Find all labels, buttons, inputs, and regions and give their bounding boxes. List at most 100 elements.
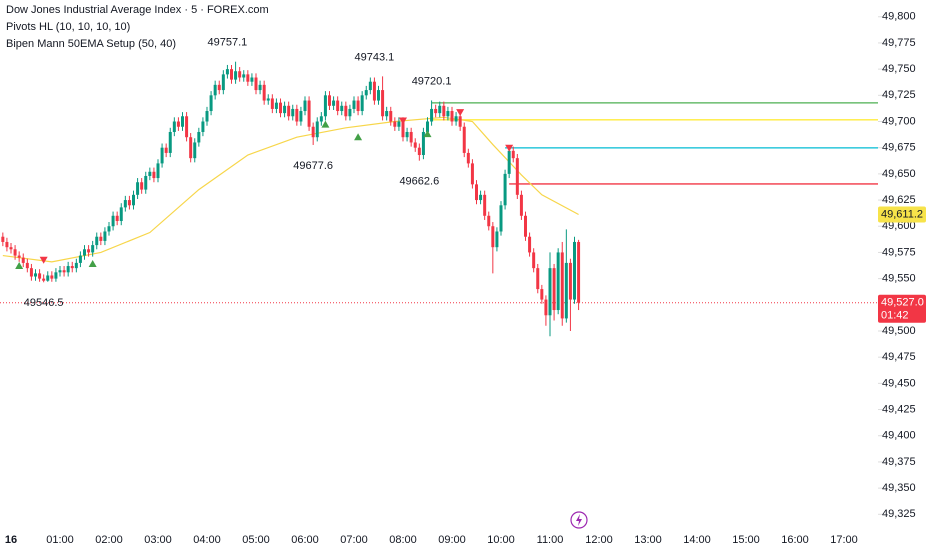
candle-body [246, 74, 250, 82]
candle-body [201, 121, 205, 132]
candle-body [123, 200, 127, 208]
candle-body [466, 152, 470, 164]
y-tick-label: 49,675 [882, 142, 916, 154]
x-tick-label: 10:00 [487, 534, 515, 546]
y-tick-label: 49,325 [882, 508, 916, 520]
y-tick-label: 49,350 [882, 482, 916, 494]
pivot-label: 49757.1 [208, 37, 248, 49]
candle-body [258, 84, 262, 91]
x-tick-label: 12:00 [585, 534, 613, 546]
candle-body [34, 273, 37, 277]
y-tick-label: 49,750 [882, 63, 916, 75]
candle-body [573, 241, 576, 300]
signal-marker [39, 256, 48, 264]
candle-body [446, 111, 450, 117]
candle-body [417, 147, 421, 156]
candle-body [9, 247, 13, 250]
y-tick-label: 49,500 [882, 325, 916, 337]
pivot-label: 49662.6 [399, 176, 439, 188]
candle-body [389, 111, 393, 122]
x-tick-label: 15:00 [732, 534, 760, 546]
candle-body [148, 171, 152, 176]
last-price-label: 49,527.0 [881, 297, 924, 309]
candle-body [140, 182, 144, 190]
x-tick-label: 02:00 [95, 534, 123, 546]
candle-body [205, 111, 209, 122]
candle-body [242, 74, 246, 78]
candle-body [46, 275, 50, 281]
candle-body [507, 150, 511, 174]
candle-body [458, 116, 462, 127]
candle-body [430, 108, 434, 122]
candle-body [127, 200, 131, 206]
candle-body [91, 245, 95, 253]
candle-body [156, 163, 160, 179]
candle-body [544, 299, 548, 316]
candle-body [438, 105, 442, 114]
signal-marker [88, 259, 97, 267]
candle-body [495, 231, 499, 248]
candle-body [185, 116, 189, 138]
candle-body [348, 108, 352, 117]
candle-body [181, 116, 184, 127]
ema-price-label: 49,611.2 [881, 208, 923, 220]
countdown-label: 01:42 [881, 310, 909, 322]
candle-body [409, 131, 413, 143]
candle-body [385, 111, 389, 117]
candle-body [5, 241, 9, 248]
candle-body [344, 105, 348, 117]
candle-body [279, 102, 282, 114]
signal-marker [321, 120, 330, 128]
candle-body [311, 126, 315, 138]
candle-body [540, 289, 544, 300]
candle-body [372, 81, 376, 101]
candle-body [487, 215, 491, 227]
candle-body [340, 105, 344, 112]
candle-body [209, 95, 213, 112]
candle-body [164, 147, 168, 153]
candle-body [21, 257, 25, 263]
x-tick-label: 05:00 [242, 534, 270, 546]
candle-body [168, 131, 172, 153]
signal-marker [423, 130, 432, 138]
ema-line [2, 116, 579, 263]
candle-body [560, 252, 564, 319]
candle-body [225, 69, 229, 75]
signal-marker [354, 133, 363, 141]
candle-body [491, 226, 495, 248]
candle-body [450, 111, 454, 122]
candle-body [95, 236, 99, 246]
candle-body [336, 100, 340, 112]
candle-body [413, 142, 417, 148]
y-tick-label: 49,800 [882, 11, 916, 23]
candle-body [213, 84, 217, 96]
y-tick-label: 49,475 [882, 351, 916, 363]
ema-price-box [878, 206, 926, 223]
candle-body [499, 205, 503, 232]
pivot-label: 49720.1 [412, 75, 452, 87]
candle-body [234, 71, 238, 80]
candle-body [434, 108, 438, 114]
candle-body [405, 131, 409, 138]
indicator-label: Bipen Mann 50EMA Setup (50, 40) [6, 38, 176, 50]
candle-body [221, 74, 225, 91]
candle-body [144, 175, 148, 190]
candle-body [136, 182, 140, 195]
y-tick-label: 49,700 [882, 115, 916, 127]
candle-body [511, 150, 515, 159]
signal-marker [15, 262, 24, 270]
candle-body [307, 100, 311, 127]
candle-body [103, 231, 107, 241]
candle-body [532, 252, 536, 269]
candle-body [421, 131, 425, 156]
candle-body [152, 171, 156, 179]
candle-body [74, 262, 78, 269]
live-icon[interactable] [570, 511, 588, 529]
y-tick-label: 49,600 [882, 220, 916, 232]
candle-body [332, 100, 336, 106]
candle-body [462, 126, 466, 153]
candle-body [315, 121, 319, 138]
x-tick-label: 07:00 [340, 534, 368, 546]
x-tick-label: 06:00 [291, 534, 319, 546]
